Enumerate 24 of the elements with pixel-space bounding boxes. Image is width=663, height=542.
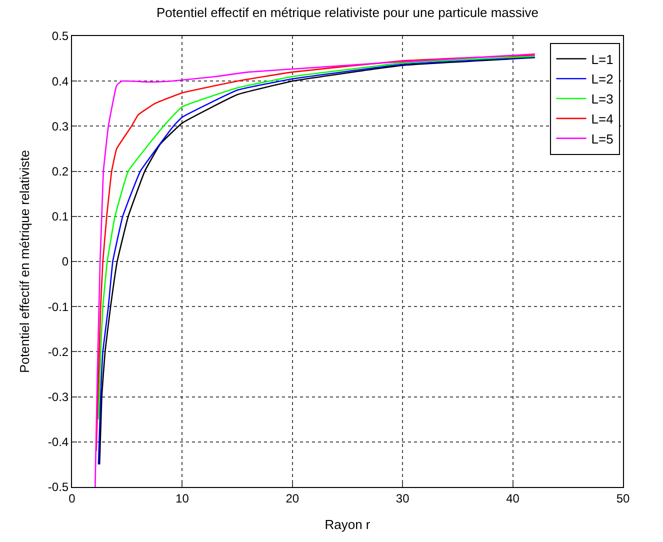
y-tick-label: 0.3 [52, 119, 69, 134]
y-axis-title: Potentiel effectif en métrique relativiste [16, 150, 32, 374]
y-tick-label: 0.2 [52, 164, 69, 178]
y-tick-label: -0.5 [48, 480, 69, 494]
y-tick-label: -0.2 [48, 344, 69, 359]
y-tick-label: 0 [62, 254, 69, 269]
legend-label: L=2 [591, 72, 614, 87]
y-tick-label: 0.4 [52, 74, 69, 88]
x-tick-label: 20 [286, 491, 300, 506]
y-tick-label: 0.1 [52, 210, 69, 224]
legend-label: L=5 [591, 131, 614, 146]
y-tick-label: -0.3 [48, 390, 69, 404]
legend-label: L=4 [591, 111, 614, 126]
chart-title: Potentiel effectif en métrique relativiste pour une particule massive [156, 5, 539, 20]
x-tick-label: 40 [506, 491, 520, 506]
x-tick-label: 50 [616, 491, 630, 506]
legend-label: L=3 [591, 92, 614, 107]
y-tick-label: -0.4 [48, 435, 69, 450]
x-tick-label: 10 [176, 491, 190, 506]
y-tick-label: 0.5 [52, 29, 69, 44]
legend-label: L=1 [591, 52, 614, 67]
x-tick-label: 30 [396, 491, 410, 506]
y-tick-label: -0.1 [48, 300, 69, 314]
x-axis-title: Rayon r [324, 517, 371, 532]
